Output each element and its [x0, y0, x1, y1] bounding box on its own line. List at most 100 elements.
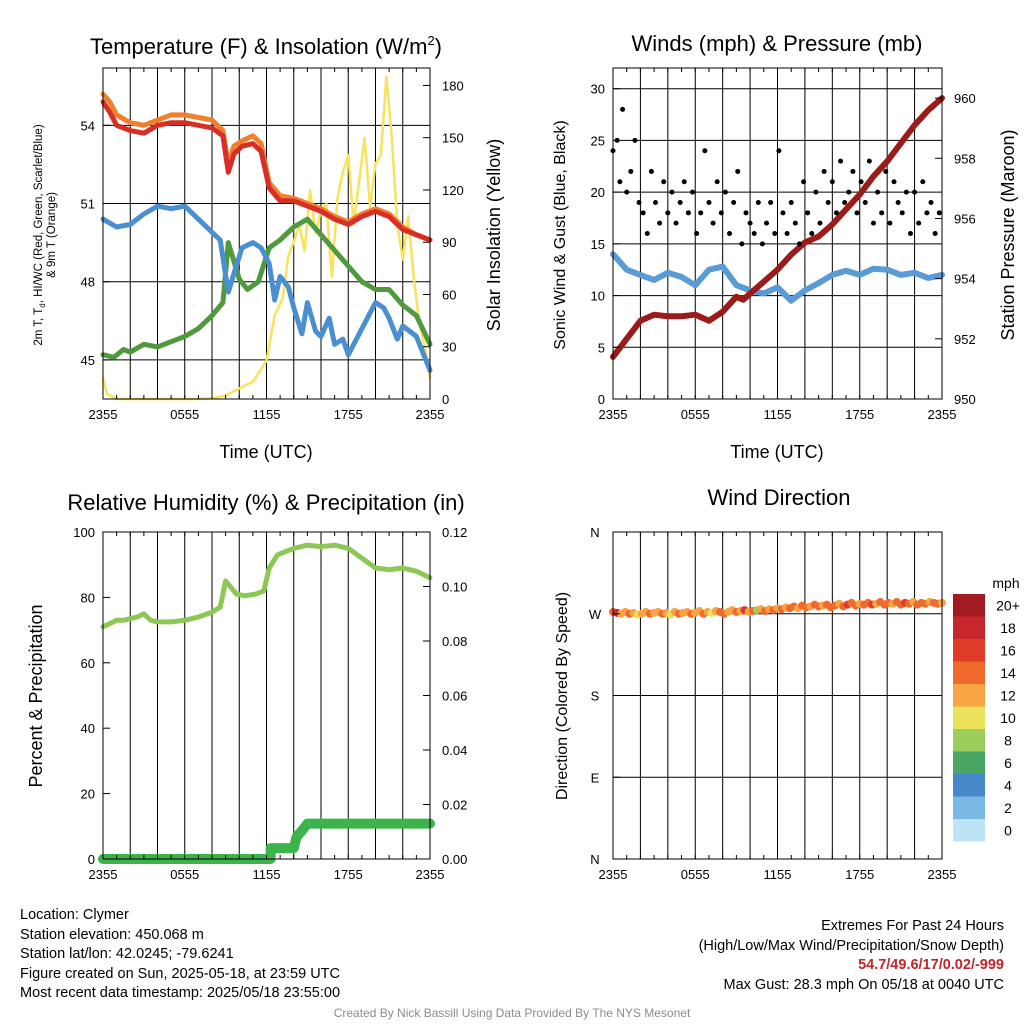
gust-point: [928, 199, 934, 205]
y-tick-label: 5: [598, 340, 605, 355]
gust-point: [854, 210, 860, 216]
y2-tick-label: 120: [442, 183, 464, 198]
gust-point: [743, 210, 749, 216]
wind-direction-panel: Wind Direction 2355 0555 1155 1755 2355NESWN…: [554, 485, 1020, 882]
gust-point: [677, 199, 683, 205]
direction-tick-label: N: [590, 525, 599, 540]
winds-xlabel: Time (UTC): [730, 442, 823, 462]
extremes-subtitle: (High/Low/Max Wind/Precipitation/Snow De…: [698, 937, 1004, 954]
latlon-text: Station lat/lon: 42.0245; -79.6241: [20, 946, 234, 962]
gust-point: [796, 241, 802, 247]
humidity-panel: Relative Humidity (%) & Precipitation (i…: [26, 490, 467, 882]
recent-data-text: Most recent data timestamp: 2025/05/18 2…: [20, 985, 341, 1001]
elevation-text: Station elevation: 450.068 m: [20, 926, 204, 943]
gust-point: [920, 179, 926, 185]
created-text: Figure created on Sun, 2025-05-18, at 23…: [20, 965, 340, 982]
gust-point: [710, 220, 716, 226]
legend-title: mph: [992, 575, 1019, 591]
gust-point: [681, 179, 687, 185]
direction-tick-label: W: [589, 607, 602, 622]
y2-tick-label: 0.12: [442, 525, 467, 540]
y-tick-label: 45: [81, 353, 95, 368]
gust-point: [805, 210, 811, 216]
legend-label: 8: [1004, 732, 1012, 748]
station-info: Location: Clymer Station elevation: 450.…: [20, 906, 340, 1004]
gust-point: [842, 199, 848, 205]
extremes-values: 54.7/49.6/17/0.02/-999: [858, 957, 1004, 973]
gust-point: [722, 189, 728, 195]
gust-point: [899, 210, 905, 216]
gust-point: [875, 189, 881, 195]
temperature-xlabel: Time (UTC): [219, 442, 312, 462]
x-tick-label: 1155: [764, 407, 792, 422]
y2-tick-label: 180: [442, 78, 464, 93]
y-tick-label: 30: [591, 82, 605, 97]
gust-point: [624, 189, 630, 195]
humidity-line: [100, 542, 433, 630]
x-tick-label: 2355: [416, 867, 445, 882]
humidity-title: Relative Humidity (%) & Precipitation (i…: [67, 490, 464, 515]
gust-point: [644, 231, 650, 236]
winds-series: [610, 95, 945, 360]
y2-tick-label: 150: [442, 131, 464, 146]
y2-tick-label: 954: [954, 272, 976, 287]
legend-label: 4: [1004, 777, 1012, 793]
legend-swatch: [953, 684, 985, 707]
gust-point: [772, 231, 778, 236]
gust-point: [759, 241, 765, 247]
y2-tick-label: 950: [954, 392, 976, 407]
gust-point: [673, 220, 679, 226]
y2-tick-label: 960: [954, 91, 976, 106]
gust-point: [850, 168, 856, 174]
x-tick-label: 2355: [416, 407, 445, 422]
y-tick-label: 20: [81, 787, 95, 802]
gust-point: [694, 231, 700, 236]
humidity-ylabel-left: Percent & Precipitation: [26, 604, 46, 787]
gust-point: [907, 231, 913, 236]
winds-panel: Winds (mph) & Pressure (mb) 2355 0555 1155…: [552, 31, 1018, 462]
gust-point: [665, 210, 671, 216]
x-tick-label: 0555: [681, 867, 710, 882]
sonic-wind-line: [610, 251, 945, 304]
y-tick-label: 10: [591, 289, 605, 304]
temperature-line: [100, 99, 433, 243]
gust-point: [883, 168, 889, 174]
y-tick-label: 20: [591, 185, 605, 200]
gust-point: [866, 158, 872, 164]
credit-text: Created By Nick Bassill Using Data Provi…: [333, 1006, 691, 1020]
legend-swatch: [953, 729, 985, 752]
gust-point: [685, 210, 691, 216]
legend-label: 6: [1004, 755, 1012, 771]
gust-point: [690, 189, 696, 195]
wind-direction-grid: [613, 532, 942, 859]
y2-tick-label: 958: [954, 151, 976, 166]
y-tick-label: 60: [81, 656, 95, 671]
legend-swatch: [953, 751, 985, 774]
legend-swatch: [953, 819, 985, 842]
temperature-grid: [103, 68, 430, 399]
gust-point: [792, 220, 798, 226]
gust-point: [735, 168, 741, 174]
x-tick-label: 1755: [334, 407, 363, 422]
gust-point: [739, 241, 745, 247]
y2-tick-label: 0.06: [442, 689, 467, 704]
gust-point: [821, 168, 827, 174]
x-tick-label: 1155: [764, 867, 792, 882]
legend-label: 14: [1000, 665, 1016, 681]
gust-point: [764, 220, 770, 226]
gust-point: [747, 220, 753, 226]
legend-label: 12: [1000, 687, 1016, 703]
legend-swatch: [953, 616, 985, 639]
insolation-ylabel-right: Solar Insolation (Yellow): [484, 139, 504, 331]
y2-tick-label: 0: [442, 392, 449, 407]
y-tick-label: 51: [81, 197, 95, 212]
gust-point: [669, 189, 675, 195]
gust-point: [903, 189, 909, 195]
humidity-series: [98, 542, 435, 864]
x-tick-label: 2355: [599, 867, 628, 882]
gust-point: [846, 189, 852, 195]
winds-title: Winds (mph) & Pressure (mb): [632, 31, 923, 56]
gust-point: [768, 199, 774, 205]
